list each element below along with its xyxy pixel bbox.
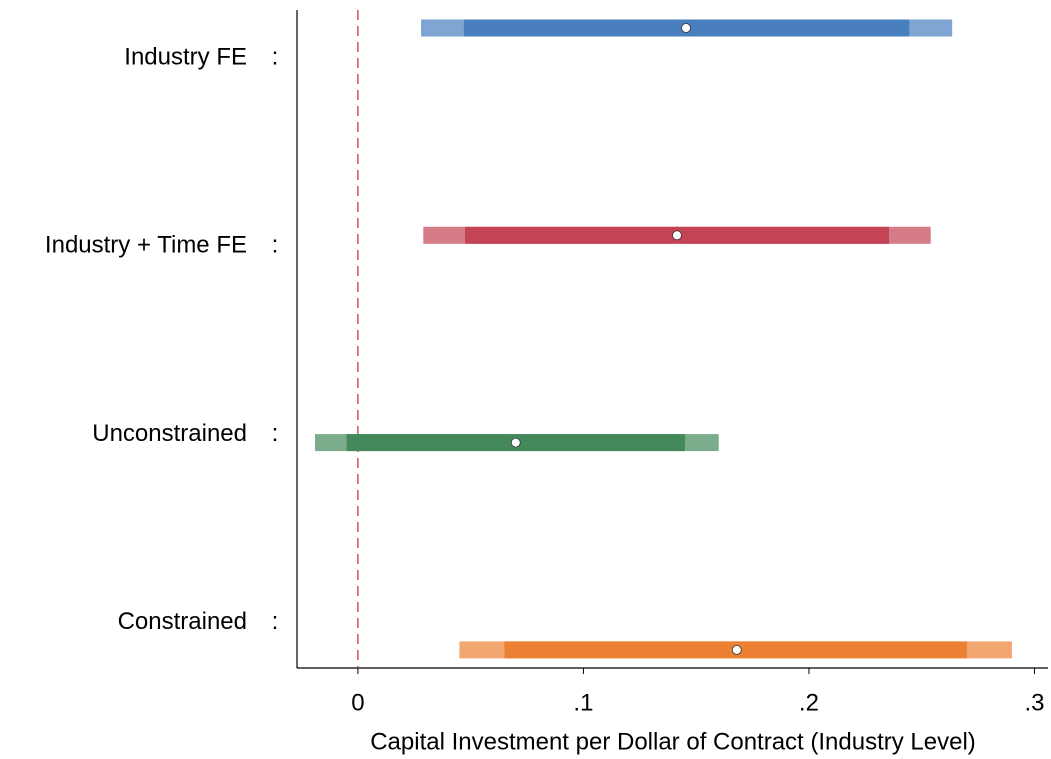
- x-axis-title: Capital Investment per Dollar of Contrac…: [370, 728, 976, 755]
- x-tick-label: .3: [1024, 689, 1044, 716]
- x-tick-label: .2: [799, 689, 819, 716]
- row-label: Industry + Time FE: [45, 232, 247, 259]
- estimate-point: [510, 437, 521, 448]
- estimate-point: [731, 645, 742, 655]
- row-separator: :: [272, 420, 279, 447]
- x-tick-label: 0: [351, 689, 364, 716]
- row-separator: :: [272, 232, 279, 259]
- row-label: Unconstrained: [92, 420, 247, 447]
- x-tick-label: .1: [573, 689, 593, 716]
- row-label: Constrained: [118, 608, 247, 635]
- estimate-point: [681, 23, 691, 33]
- row-label: Industry FE: [124, 43, 247, 70]
- row-separator: :: [272, 43, 279, 70]
- estimate-point: [672, 230, 682, 241]
- row-separator: :: [272, 608, 279, 635]
